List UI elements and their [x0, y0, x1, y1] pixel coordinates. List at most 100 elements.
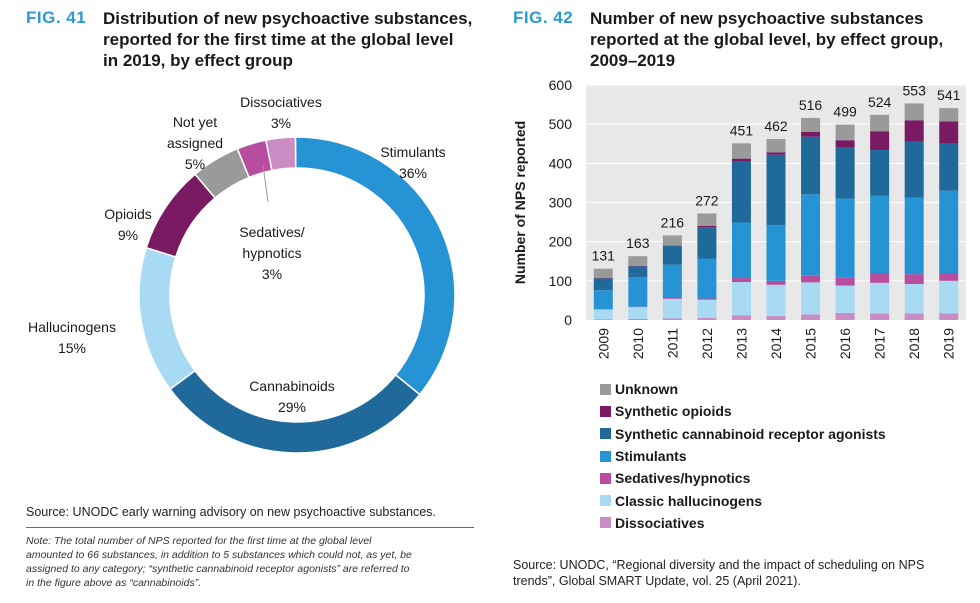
x-tick-label: 2018	[906, 328, 922, 359]
x-tick-label: 2013	[733, 328, 749, 359]
bar-segment-dissociatives	[697, 318, 717, 320]
fig41-title: Distribution of new psychoactive substan…	[103, 8, 472, 71]
bar-segment-dissociatives	[801, 314, 821, 320]
bar-segment-cannabinoids	[835, 147, 855, 199]
bar-segment-dissociatives	[628, 318, 648, 320]
bar-segment-stimulants	[870, 195, 890, 273]
donut-slice-stimulants	[294, 136, 456, 396]
legend-swatch	[600, 495, 611, 507]
bar-total-label: 524	[868, 94, 892, 110]
donut-value-hallucinogens: 15%	[58, 340, 86, 356]
fig41-source: Source: UNODC early warning advisory on …	[26, 505, 436, 519]
x-tick-label: 2016	[837, 328, 853, 359]
y-tick-label: 300	[549, 195, 573, 211]
bar-segment-sedatives	[731, 278, 751, 283]
donut-label-dissociatives: Dissociatives 3%	[240, 94, 322, 131]
bar-segment-sedatives	[697, 298, 717, 300]
bar-segment-dissociatives	[870, 313, 890, 320]
legend-label: Dissociatives	[615, 514, 705, 531]
legend-swatch	[600, 517, 611, 529]
bar-segment-stimulants	[766, 225, 786, 281]
y-tick-label: 100	[549, 273, 573, 289]
donut-chart: Stimulants 36% Cannabinoids 29% Hallucinogen…	[28, 94, 456, 454]
fig41-label: FIG. 41	[26, 8, 87, 27]
fig41-divider	[26, 527, 474, 528]
donut-label-not_assigned: Not yet assigned 5%	[167, 114, 223, 172]
fig41-note-line: in the figure above as “cannabinoids”.	[26, 577, 202, 589]
donut-label-hallucinogens: Hallucinogens 15%	[28, 319, 116, 356]
legend-item-cannabinoids: Synthetic cannabinoid receptor agonists	[600, 423, 886, 445]
bar-segment-cannabinoids	[628, 266, 648, 278]
fig42-source-line: Source: UNODC, “Regional diversity and t…	[513, 558, 925, 572]
legend-item-dissociatives: Dissociatives	[600, 512, 886, 534]
bar-segment-unknown	[731, 143, 751, 159]
x-tick-label: 2015	[803, 328, 819, 359]
fig42-label: FIG. 42	[513, 8, 574, 27]
fig42-source-line: trends”, Global SMART Update, vol. 25 (A…	[513, 574, 801, 588]
fig42-source: Source: UNODC, “Regional diversity and t…	[513, 557, 924, 589]
bar-segment-sedatives	[904, 274, 924, 284]
bar-segment-hallucinogens	[801, 282, 821, 315]
bar-segment-dissociatives	[731, 315, 751, 320]
bar-segment-hallucinogens	[904, 283, 924, 314]
bar-segment-cannabinoids	[904, 141, 924, 198]
fig41-title-line: Distribution of new psychoactive substan…	[103, 9, 473, 28]
donut-slice-dissociatives	[264, 136, 297, 172]
bar-segment-unknown	[835, 124, 855, 141]
donut-value-opioids: 9%	[118, 227, 138, 243]
bar-segment-cannabinoids	[662, 245, 682, 265]
x-tick-label: 2011	[664, 328, 680, 358]
y-tick-label: 0	[564, 312, 572, 328]
bar-segment-stimulants	[731, 222, 751, 279]
bar-segment-stimulants	[835, 198, 855, 278]
bar-segment-hallucinogens	[766, 284, 786, 317]
bar-segment-cannabinoids	[870, 150, 890, 196]
donut-label-cannabinoids: Cannabinoids 29%	[249, 378, 335, 415]
bar-segment-sedatives	[662, 298, 682, 299]
fig42-title-line: reported at the global level, by effect …	[590, 30, 944, 49]
bar-segment-sedatives	[870, 273, 890, 283]
legend-label: Stimulants	[615, 448, 687, 465]
bar-segment-unknown	[870, 114, 890, 132]
fig41-title-line: in 2019, by effect group	[103, 51, 293, 70]
donut-value-not_assigned: 5%	[185, 156, 205, 172]
bar-segment-hallucinogens	[731, 282, 751, 316]
donut-label-opioids: Opioids 9%	[104, 206, 151, 243]
donut-value-stimulants: 36%	[399, 165, 427, 181]
bar-segment-stimulants	[904, 197, 924, 275]
donut-slice-hallucinogens	[138, 246, 197, 391]
x-tick-label: 2014	[768, 328, 784, 359]
legend-label: Synthetic opioids	[615, 403, 732, 420]
bar-segment-unknown	[628, 256, 648, 266]
bar-segment-cannabinoids	[697, 227, 717, 259]
bar-segment-opioids	[939, 121, 959, 144]
bar-segment-stimulants	[801, 194, 821, 276]
donut-value-cannabinoids: 29%	[278, 399, 306, 415]
bar-segment-hallucinogens	[662, 298, 682, 319]
x-tick-label: 2010	[630, 328, 646, 359]
bar-segment-opioids	[835, 140, 855, 148]
bar-total-label: 451	[730, 122, 754, 138]
bar-segment-cannabinoids	[593, 278, 613, 291]
bar-segment-stimulants	[593, 290, 613, 310]
bar-segment-hallucinogens	[870, 282, 890, 314]
bar-segment-unknown	[697, 213, 717, 226]
legend-label: Synthetic cannabinoid receptor agonists	[615, 425, 886, 442]
bar-segment-opioids	[870, 131, 890, 151]
y-tick-label: 500	[549, 116, 573, 132]
fig41-note-line: Note: The total number of NPS reported f…	[26, 535, 372, 547]
fig42-title-line: 2009–2019	[590, 51, 676, 70]
bar-segment-hallucinogens	[628, 307, 648, 319]
bar-segment-unknown	[904, 103, 924, 121]
bar-segment-dissociatives	[904, 313, 924, 320]
legend-label: Sedatives/hypnotics	[615, 470, 751, 487]
x-tick-label: 2012	[699, 328, 715, 359]
bar-segment-unknown	[593, 268, 613, 279]
fig41-note-line: amounted to 66 substances, in addition t…	[26, 549, 412, 561]
donut-label-sedatives: Sedatives/hypnotics 3%	[239, 224, 304, 282]
bar-segment-hallucinogens	[939, 280, 959, 314]
bar-total-label: 462	[764, 118, 788, 134]
bar-segment-stimulants	[662, 264, 682, 299]
sedatives-leader-line	[262, 164, 269, 203]
bar-segment-dissociatives	[766, 316, 786, 320]
